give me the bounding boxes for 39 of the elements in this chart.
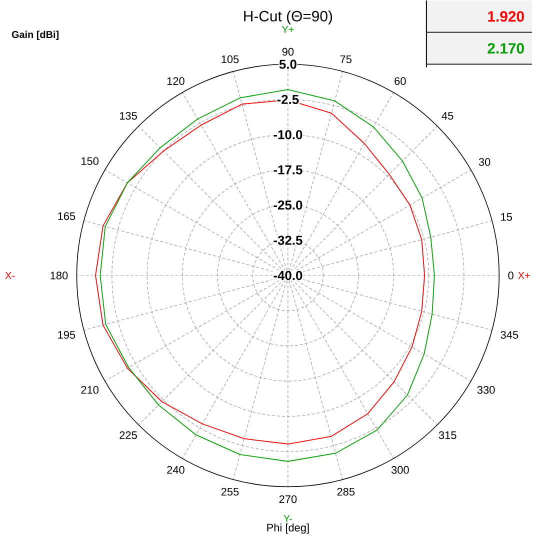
spoke-label: 75 [340, 55, 352, 64]
spoke-label: 105 [222, 55, 239, 64]
spoke-label: 300 [392, 466, 410, 474]
spoke-label: 270 [280, 495, 297, 504]
spoke-label: 45 [442, 112, 454, 120]
spoke-label: 345 [500, 330, 518, 339]
spoke-label: 0 [508, 272, 514, 280]
y-tick-label: 5.0 [280, 60, 297, 69]
spoke-label: 150 [82, 157, 99, 165]
text: Y- [284, 515, 292, 522]
spoke-label: 60 [394, 77, 406, 85]
text: Phi [deg] [267, 523, 309, 534]
spoke-label: 195 [58, 330, 76, 339]
y-tick-label: -32.5 [274, 236, 303, 245]
spoke-label: 120 [168, 77, 185, 85]
y-tick-label: -25.0 [274, 200, 302, 210]
text: X- [5, 272, 15, 279]
text: X+ [518, 272, 530, 279]
y-tick-label: -17.5 [274, 165, 303, 174]
spoke-label: 255 [222, 488, 239, 496]
text: 1.920 [488, 11, 524, 22]
text: Y+ [282, 26, 294, 33]
spoke-label: 30 [479, 158, 490, 166]
spoke-label: 90 [282, 48, 294, 56]
spoke-label: 135 [120, 112, 138, 120]
spoke-label: 225 [120, 431, 138, 440]
spoke-label: 180 [50, 272, 68, 280]
spoke-label: 210 [81, 386, 99, 394]
y-tick-label: -10.0 [274, 130, 302, 140]
spoke-label: 15 [501, 213, 512, 221]
text: 2.170 [488, 43, 524, 54]
spoke-label: 330 [478, 386, 495, 394]
spoke-label: 285 [337, 488, 355, 496]
y-tick-label: -40.0 [274, 270, 302, 280]
spoke-label: 165 [58, 212, 76, 220]
spoke-label: 240 [167, 466, 185, 474]
chart-title: H-Cut (Θ=90) [244, 10, 332, 24]
text: Gain [dBi] [12, 30, 59, 40]
spoke-label: 315 [439, 431, 456, 440]
